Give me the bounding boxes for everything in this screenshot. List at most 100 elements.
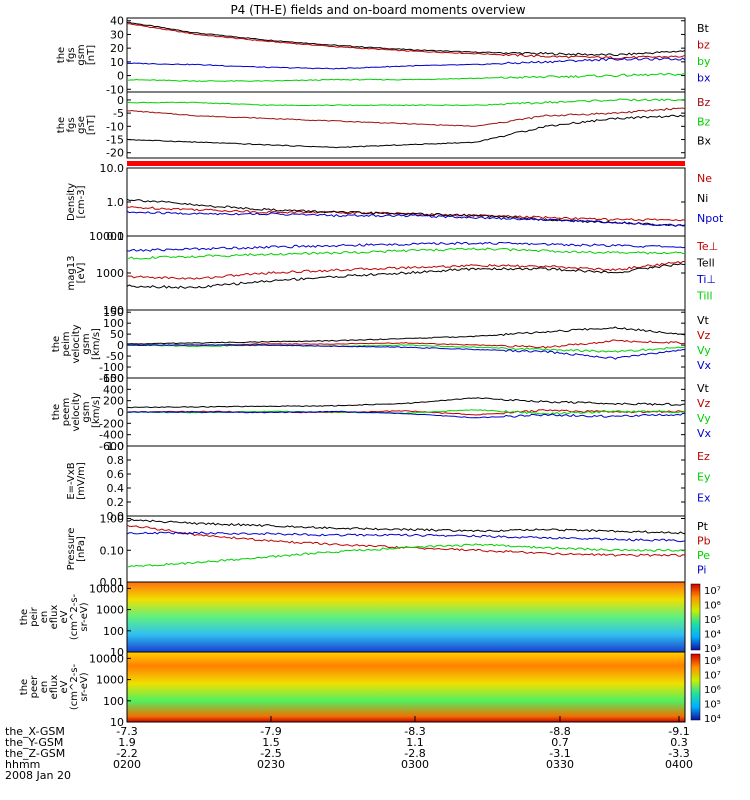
panel-ylabel: [nT] [86, 115, 97, 135]
panel-ylabel: gsm [76, 44, 87, 65]
spectrogram-ylabel: en [39, 681, 50, 694]
colorbar-label: 10⁴ [704, 630, 721, 641]
panel-frame [126, 167, 686, 237]
spectrogram-ylabel: eflux [49, 605, 60, 630]
panel-3: 10000 1000 100 mag13 [eV] Te⊥ Tell Ti⊥ Till [66, 230, 718, 317]
series-line-Vx [126, 344, 686, 360]
y-tick-label: 0.1 [107, 230, 125, 243]
time-row-value: -2.2 [116, 747, 137, 760]
panel-frame [126, 309, 686, 379]
time-row-label: 2008 Jan 20 [5, 769, 71, 782]
y-tick-label: -150 [99, 372, 124, 385]
flag-strip [127, 161, 685, 166]
y-tick-label: 50 [110, 328, 124, 341]
y-tick-label: 0.8 [107, 454, 125, 467]
panel-ylabel: velocity [71, 324, 82, 363]
legend-Vt: Vt [697, 382, 710, 395]
panel-ylabel: gsm [81, 401, 92, 422]
spectrogram-0: 10000 1000 100 10 the peir en eflux eV (cm^2-s-sr… [19, 581, 721, 659]
y-tick-label: 400 [103, 383, 124, 396]
legend-by: by [697, 55, 711, 68]
colorbar-label: 10⁵ [704, 700, 721, 711]
colorbar-label: 10⁷ [704, 586, 721, 597]
legend-Vz: Vz [697, 397, 711, 410]
colorbar [690, 653, 701, 721]
time-row-value: -8.8 [549, 725, 570, 738]
time-row-label: the_X-GSM [5, 725, 65, 738]
y-tick-label: 200 [103, 395, 124, 408]
series-line-bx [126, 57, 686, 70]
spectrogram-frame [126, 651, 686, 723]
y-tick-label: 0 [117, 70, 124, 83]
time-row-value: 1.1 [406, 736, 424, 749]
series-line-Tell [126, 263, 686, 290]
y-tick-label: 0.0 [107, 510, 125, 523]
y-tick-label: -15 [106, 134, 124, 147]
spectrogram-ylabel: (cm^2-s- [69, 663, 80, 710]
series-line-Vx [126, 410, 686, 419]
spectrogram-ylabel: eV [59, 610, 70, 623]
time-row-value: 0.7 [551, 736, 569, 749]
legend-Vy: Vy [697, 344, 711, 357]
x-tick-label: 0200 [113, 758, 141, 771]
time-row-value: -2.5 [260, 747, 281, 760]
legend-Tell: Tell [696, 257, 715, 270]
panel-ylabel: E=-VxB [66, 462, 77, 499]
series-line-Vt [126, 397, 686, 409]
y-tick-label: 0.6 [107, 468, 125, 481]
spectrogram-ylabel: eflux [49, 675, 60, 700]
legend-Pt: Pt [697, 520, 709, 533]
spectrogram-ylabel: peir [29, 606, 40, 626]
spectrogram-ylabel: the [19, 679, 30, 695]
series-line-Bz [126, 107, 686, 127]
spectrogram-ylabel: sr-eV) [79, 672, 90, 701]
y-tick-label: 100 [103, 317, 124, 330]
y-tick-label: 0 [117, 94, 124, 107]
y-tick-label: -10 [106, 120, 124, 133]
series-line-Ti⊥ [126, 241, 686, 252]
legend-Bx: Bx [697, 135, 712, 148]
panel-frame [126, 91, 686, 159]
series-line-Bx [126, 114, 686, 149]
y-tick-label: -600 [99, 440, 124, 453]
legend-Ni: Ni [697, 192, 708, 205]
y-tick-label: -400 [99, 429, 124, 442]
spectrogram-ylabel: eV [59, 680, 70, 693]
y-tick-label: 1.00 [100, 513, 125, 526]
panel-ylabel: the [56, 47, 67, 63]
legend-Ey: Ey [697, 471, 711, 484]
y-tick-label: -200 [99, 417, 124, 430]
panel-ylabel: Pressure [66, 528, 77, 571]
legend-Till: Till [696, 290, 713, 303]
legend-Vy: Vy [697, 412, 711, 425]
series-line-Pe [126, 543, 686, 568]
legend-Pb: Pb [697, 535, 711, 548]
spectrogram-1: 10000 1000 100 10 the peer en eflux eV (cm^2-s-sr… [19, 651, 721, 729]
y-tick-label: 0.4 [107, 482, 125, 495]
time-row-value: -3.1 [549, 747, 570, 760]
time-row-value: -7.3 [116, 725, 137, 738]
spectrogram-image [127, 582, 685, 652]
x-tick-label: 0230 [257, 758, 285, 771]
legend-Te⊥: Te⊥ [696, 240, 718, 253]
series-line-Bz [126, 98, 686, 107]
colorbar-label: 10⁵ [704, 615, 721, 626]
panel-ylabel: fgs [66, 47, 77, 62]
panel-2: 10.0 1.0 0.1 Density [cm-3] Ne Ni Npot [66, 162, 724, 243]
time-row-value: -7.9 [260, 725, 281, 738]
legend-Ez: Ez [697, 450, 710, 463]
panel-ylabel: [km/s] [91, 328, 102, 360]
time-row-value: 1.9 [118, 736, 136, 749]
series-line-Pb [126, 524, 686, 557]
y-tick-label: 20 [110, 42, 124, 55]
y-tick-label: 100 [103, 695, 124, 708]
y-tick-label: 10000 [89, 230, 124, 243]
panel-ylabel: peem [61, 398, 72, 426]
time-row-value: -9.1 [668, 725, 689, 738]
y-tick-label: -20 [106, 147, 124, 160]
y-tick-label: 0 [117, 406, 124, 419]
panel-6: 1.00.80.60.40.20.0 E=-VxB [mV/m] Ez Ey Ex [66, 440, 711, 523]
